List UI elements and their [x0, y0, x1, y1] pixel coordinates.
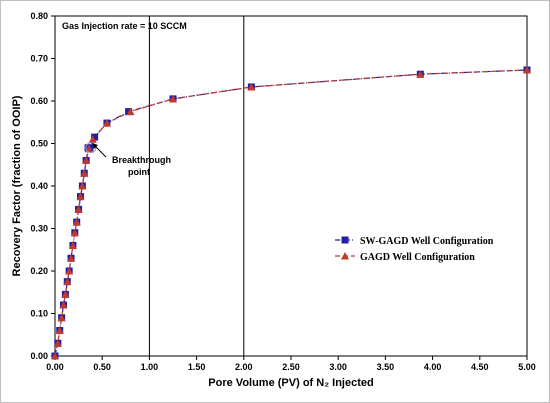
y-axis-label: Recovery Factor (fraction of OOIP): [11, 95, 23, 276]
y-tick-label: 0.30: [30, 224, 48, 234]
data-point-gagd: [74, 205, 83, 213]
breakthrough-marker: [85, 142, 97, 154]
data-point-gagd: [88, 135, 97, 143]
data-point-gagd: [247, 82, 256, 91]
breakthrough-label-line1: Breakthrough: [112, 155, 171, 165]
x-tick-label: 2.50: [282, 362, 300, 372]
data-point-gagd: [80, 169, 89, 177]
x-axis-ticks: 0.00 0.50 1.00 1.50 2.00 2.50 3.00 3.50 4.00 4.50…: [46, 356, 536, 372]
x-tick-label: 5.00: [518, 362, 536, 372]
data-point-gagd: [67, 254, 76, 262]
x-tick-label: 4.00: [424, 362, 442, 372]
y-tick-label: 0.60: [30, 96, 48, 106]
data-point-gagd: [55, 326, 64, 334]
data-point-gagd: [57, 313, 66, 322]
data-point-gagd: [70, 228, 79, 237]
data-point-gagd: [523, 65, 531, 74]
y-tick-label: 0.00: [30, 351, 48, 361]
y-tick-label: 0.20: [30, 266, 48, 276]
x-tick-label: 3.00: [329, 362, 347, 372]
data-point-gagd: [65, 267, 74, 275]
data-point-gagd: [72, 218, 81, 226]
data-point-gagd: [51, 352, 59, 360]
x-tick-label: 1.00: [141, 362, 159, 372]
data-point-sw-gagd: [91, 133, 99, 141]
breakthrough-annotation: Breakthrough point: [92, 143, 171, 177]
legend-label-sw-gagd: SW-GAGD Well Configuration: [360, 236, 494, 247]
data-point-gagd: [63, 277, 72, 286]
y-tick-label: 0.50: [30, 139, 48, 149]
legend-marker-sw-gagd: [341, 236, 349, 244]
vertical-reference-lines: [148, 16, 245, 356]
data-point-gagd: [53, 339, 62, 347]
data-point-gagd: [61, 290, 70, 298]
x-tick-label: 4.50: [471, 362, 489, 372]
x-tick-label: 2.00: [235, 362, 253, 372]
y-tick-label: 0.10: [30, 309, 48, 319]
y-tick-label: 0.40: [30, 181, 48, 191]
legend-marker-gagd: [341, 252, 349, 260]
data-point-gagd: [102, 119, 111, 127]
injection-rate-annotation: Gas Injection rate = 10 SCCM: [62, 21, 187, 31]
legend: SW-GAGD Well Configuration GAGD Well Con…: [335, 236, 494, 263]
x-tick-label: 0.50: [93, 362, 111, 372]
data-point-gagd: [68, 241, 77, 249]
legend-label-gagd: GAGD Well Configuration: [360, 252, 475, 263]
data-point-gagd: [78, 182, 87, 190]
data-point-gagd: [59, 301, 68, 309]
x-tick-label: 3.50: [377, 362, 395, 372]
x-axis-label: Pore Volume (PV) of N₂ Injected: [208, 377, 373, 389]
y-tick-label: 0.80: [30, 11, 48, 21]
data-point-gagd: [126, 107, 135, 116]
series-markers: [51, 65, 531, 360]
breakthrough-arrow: [94, 145, 107, 158]
data-point-gagd: [416, 70, 425, 78]
data-point-gagd: [169, 94, 177, 103]
data-point-gagd: [82, 156, 91, 164]
x-tick-label: 1.50: [188, 362, 206, 372]
y-axis-ticks: 0.00 0.10 0.20 0.30 0.40 0.50 0.60 0.70 0.80: [30, 11, 55, 361]
plot-area: [54, 15, 528, 357]
breakthrough-arrow-head: [92, 143, 98, 149]
breakthrough-label-line2: point: [128, 167, 150, 177]
data-point-gagd: [76, 192, 85, 201]
x-tick-label: 0.00: [46, 362, 64, 372]
y-tick-label: 0.70: [30, 54, 48, 64]
